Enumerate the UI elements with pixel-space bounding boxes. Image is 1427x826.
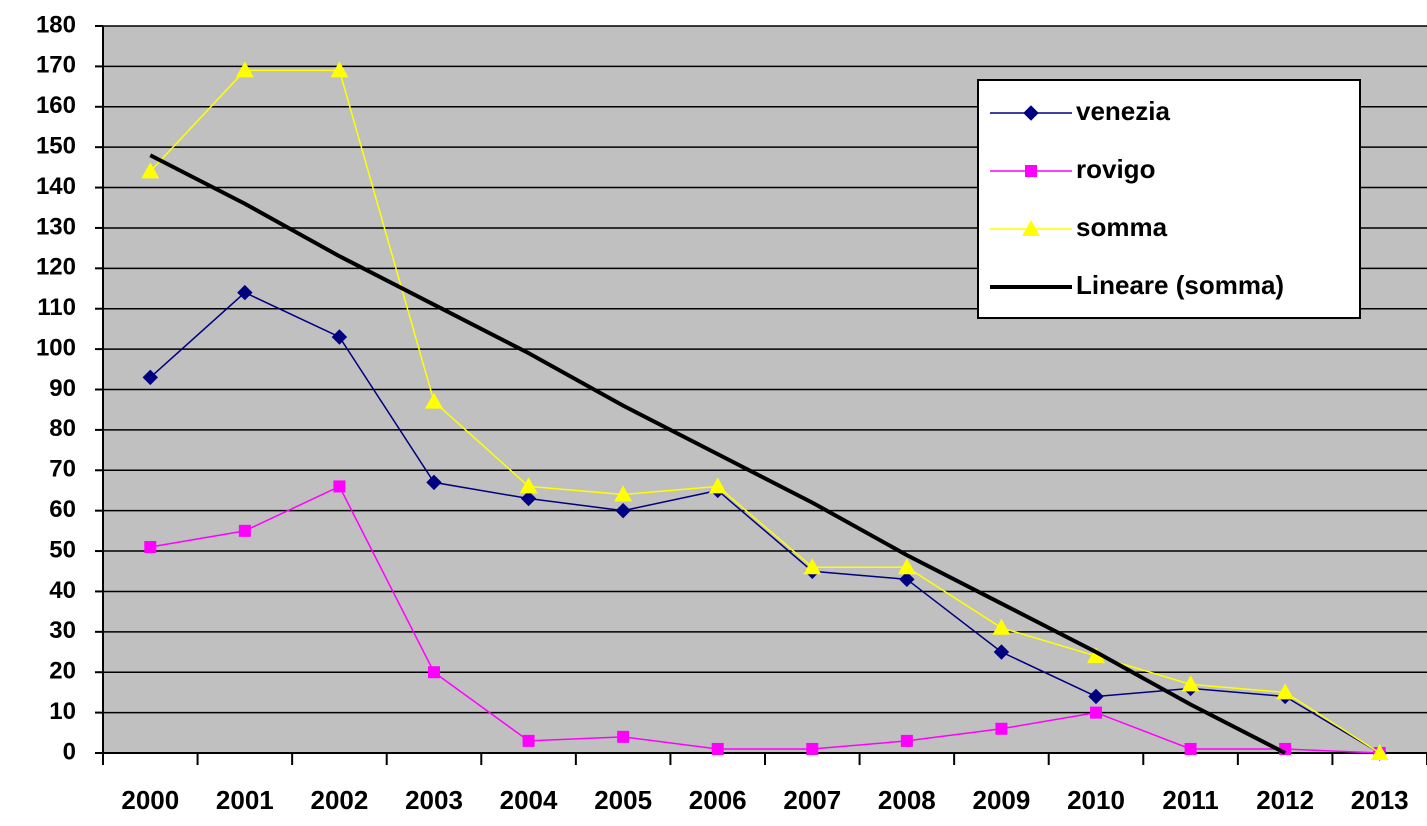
point xyxy=(519,477,538,494)
legend: venezia rovigo somma Lineare (somma) xyxy=(977,79,1361,319)
legend-box xyxy=(977,79,1361,319)
point xyxy=(144,541,157,554)
y-tick-label: 100 xyxy=(36,334,76,361)
y-tick-label: 50 xyxy=(49,536,76,563)
point xyxy=(426,474,442,491)
point xyxy=(1276,683,1295,700)
point xyxy=(708,477,727,494)
y-tick-label: 10 xyxy=(49,698,76,725)
point xyxy=(1184,742,1197,755)
y-tick-label: 160 xyxy=(36,92,76,119)
point xyxy=(1370,744,1389,760)
y-tick-label: 130 xyxy=(36,213,76,240)
point xyxy=(711,742,724,755)
legend-label: rovigo xyxy=(1076,154,1155,184)
x-tick-label: 2011 xyxy=(1162,785,1218,815)
x-tick-label: 2008 xyxy=(878,785,936,815)
point xyxy=(614,485,633,502)
point xyxy=(1025,165,1037,177)
series-line xyxy=(149,153,1287,755)
y-tick-label: 0 xyxy=(63,738,76,765)
series xyxy=(149,153,1287,755)
point xyxy=(992,618,1011,635)
x-tick-label: 2012 xyxy=(1256,785,1314,815)
x-tick-label: 2003 xyxy=(405,785,463,815)
x-tick-label: 2005 xyxy=(594,785,652,815)
x-tick-label: 2001 xyxy=(216,785,274,815)
y-tick-label: 150 xyxy=(36,133,76,160)
y-tick-label: 90 xyxy=(49,375,76,402)
y-tick-label: 70 xyxy=(49,456,76,483)
y-tick-label: 110 xyxy=(37,294,76,321)
y-tick-label: 40 xyxy=(49,577,76,604)
x-tick-label: 2000 xyxy=(121,785,179,815)
point xyxy=(1022,220,1040,236)
x-tick-label: 2007 xyxy=(783,785,841,815)
x-tick-label: 2013 xyxy=(1351,785,1409,815)
point xyxy=(1181,675,1200,692)
series-line xyxy=(149,69,1381,754)
point xyxy=(615,502,631,519)
point xyxy=(995,722,1008,735)
point xyxy=(806,742,819,755)
x-tick-label: 2002 xyxy=(311,785,369,815)
point xyxy=(235,61,254,78)
point xyxy=(141,162,160,179)
point xyxy=(330,61,349,78)
point xyxy=(237,284,253,301)
x-tick-label: 2010 xyxy=(1067,785,1125,815)
point xyxy=(803,558,822,575)
x-tick-label: 2004 xyxy=(500,785,558,815)
point xyxy=(520,490,537,507)
point xyxy=(1023,105,1039,121)
x-tick-label: 2009 xyxy=(973,785,1031,815)
series xyxy=(141,61,1389,760)
point xyxy=(522,734,535,747)
y-tick-label: 140 xyxy=(36,173,76,200)
legend-label: Lineare (somma) xyxy=(1076,270,1284,300)
point xyxy=(428,666,440,679)
y-tick-label: 180 xyxy=(36,11,76,38)
x-tick-label: 2006 xyxy=(689,785,747,815)
point xyxy=(333,480,346,493)
y-tick-label: 80 xyxy=(49,415,76,442)
y-tick-label: 60 xyxy=(49,496,76,523)
point xyxy=(899,571,915,588)
point xyxy=(617,730,630,743)
point xyxy=(900,734,913,747)
point xyxy=(1090,706,1102,719)
legend-label: somma xyxy=(1076,212,1168,242)
point xyxy=(142,369,158,386)
point xyxy=(1088,688,1104,705)
point xyxy=(331,329,348,345)
legend-label: venezia xyxy=(1076,96,1170,126)
point xyxy=(425,392,443,409)
y-tick-label: 20 xyxy=(49,658,76,685)
point xyxy=(993,644,1010,660)
series-line xyxy=(149,291,1381,754)
point xyxy=(238,524,251,537)
y-tick-label: 120 xyxy=(36,254,76,281)
y-tick-label: 170 xyxy=(36,52,76,79)
series-line xyxy=(150,485,1380,754)
point xyxy=(1087,647,1105,664)
y-tick-label: 30 xyxy=(49,617,76,644)
point xyxy=(897,558,916,575)
